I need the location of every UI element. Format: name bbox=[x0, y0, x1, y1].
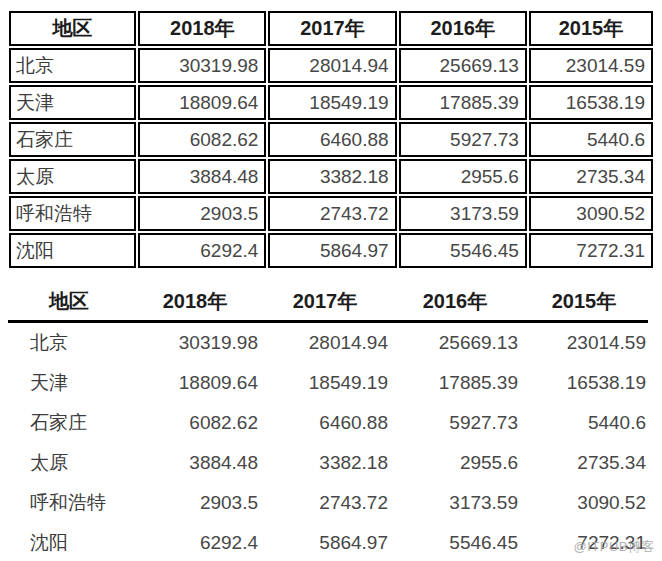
column-header-2016: 2016年 bbox=[390, 283, 520, 322]
value-cell: 6082.62 bbox=[130, 403, 260, 443]
region-cell: 北京 bbox=[9, 48, 136, 83]
value-cell: 5546.45 bbox=[390, 523, 520, 561]
region-cell: 石家庄 bbox=[8, 403, 130, 443]
page: 地区 2018年 2017年 2016年 2015年 北京 30319.98 2… bbox=[0, 0, 662, 561]
column-header-2015: 2015年 bbox=[520, 283, 648, 322]
value-cell: 3090.52 bbox=[529, 196, 653, 231]
table-row: 天津 18809.64 18549.19 17885.39 16538.19 bbox=[8, 363, 648, 403]
value-cell: 3884.48 bbox=[130, 443, 260, 483]
value-cell: 18549.19 bbox=[268, 85, 396, 120]
value-cell: 2955.6 bbox=[399, 159, 527, 194]
value-cell: 3884.48 bbox=[138, 159, 266, 194]
region-cell: 天津 bbox=[9, 85, 136, 120]
region-cell: 北京 bbox=[8, 322, 130, 364]
column-header-2016: 2016年 bbox=[399, 11, 527, 46]
region-cell: 太原 bbox=[8, 443, 130, 483]
region-cell: 沈阳 bbox=[9, 233, 136, 268]
value-cell: 2743.72 bbox=[268, 196, 396, 231]
table-row: 北京 30319.98 28014.94 25669.13 23014.59 bbox=[8, 322, 648, 364]
value-cell: 3382.18 bbox=[268, 159, 396, 194]
region-cell: 呼和浩特 bbox=[9, 196, 136, 231]
value-cell: 18809.64 bbox=[138, 85, 266, 120]
value-cell: 3173.59 bbox=[399, 196, 527, 231]
region-cell: 天津 bbox=[8, 363, 130, 403]
column-header-2017: 2017年 bbox=[260, 283, 390, 322]
value-cell: 2735.34 bbox=[520, 443, 648, 483]
region-cell: 沈阳 bbox=[8, 523, 130, 561]
value-cell: 18549.19 bbox=[260, 363, 390, 403]
plain-data-table: 地区 2018年 2017年 2016年 2015年 北京 30319.98 2… bbox=[8, 283, 648, 561]
value-cell: 2903.5 bbox=[130, 483, 260, 523]
value-cell: 3173.59 bbox=[390, 483, 520, 523]
region-cell: 呼和浩特 bbox=[8, 483, 130, 523]
region-cell: 太原 bbox=[9, 159, 136, 194]
value-cell: 23014.59 bbox=[529, 48, 653, 83]
table-header-row: 地区 2018年 2017年 2016年 2015年 bbox=[9, 11, 653, 46]
column-header-region: 地区 bbox=[9, 11, 136, 46]
table-row: 沈阳 6292.4 5864.97 5546.45 7272.31 bbox=[8, 523, 648, 561]
table-row: 天津 18809.64 18549.19 17885.39 16538.19 bbox=[9, 85, 653, 120]
value-cell: 6292.4 bbox=[130, 523, 260, 561]
value-cell: 5440.6 bbox=[520, 403, 648, 443]
column-header-2018: 2018年 bbox=[138, 11, 266, 46]
bordered-data-table: 地区 2018年 2017年 2016年 2015年 北京 30319.98 2… bbox=[7, 9, 655, 270]
table-row: 石家庄 6082.62 6460.88 5927.73 5440.6 bbox=[9, 122, 653, 157]
table-row: 北京 30319.98 28014.94 25669.13 23014.59 bbox=[9, 48, 653, 83]
value-cell: 25669.13 bbox=[390, 322, 520, 364]
value-cell: 17885.39 bbox=[390, 363, 520, 403]
table-row: 石家庄 6082.62 6460.88 5927.73 5440.6 bbox=[8, 403, 648, 443]
value-cell: 16538.19 bbox=[520, 363, 648, 403]
value-cell: 23014.59 bbox=[520, 322, 648, 364]
region-cell: 石家庄 bbox=[9, 122, 136, 157]
value-cell: 17885.39 bbox=[399, 85, 527, 120]
column-header-2017: 2017年 bbox=[268, 11, 396, 46]
value-cell: 28014.94 bbox=[260, 322, 390, 364]
value-cell: 28014.94 bbox=[268, 48, 396, 83]
value-cell: 6292.4 bbox=[138, 233, 266, 268]
value-cell: 5440.6 bbox=[529, 122, 653, 157]
value-cell: 7272.31 bbox=[529, 233, 653, 268]
watermark: @ITPUB博客 bbox=[574, 538, 655, 556]
value-cell: 2903.5 bbox=[138, 196, 266, 231]
value-cell: 25669.13 bbox=[399, 48, 527, 83]
value-cell: 5546.45 bbox=[399, 233, 527, 268]
value-cell: 18809.64 bbox=[130, 363, 260, 403]
value-cell: 2743.72 bbox=[260, 483, 390, 523]
value-cell: 30319.98 bbox=[138, 48, 266, 83]
value-cell: 2955.6 bbox=[390, 443, 520, 483]
value-cell: 16538.19 bbox=[529, 85, 653, 120]
table-row: 呼和浩特 2903.5 2743.72 3173.59 3090.52 bbox=[8, 483, 648, 523]
value-cell: 3090.52 bbox=[520, 483, 648, 523]
value-cell: 3382.18 bbox=[260, 443, 390, 483]
table-header-row: 地区 2018年 2017年 2016年 2015年 bbox=[8, 283, 648, 322]
value-cell: 30319.98 bbox=[130, 322, 260, 364]
value-cell: 5927.73 bbox=[390, 403, 520, 443]
column-header-2018: 2018年 bbox=[130, 283, 260, 322]
table-row: 太原 3884.48 3382.18 2955.6 2735.34 bbox=[9, 159, 653, 194]
table-row: 沈阳 6292.4 5864.97 5546.45 7272.31 bbox=[9, 233, 653, 268]
value-cell: 6460.88 bbox=[268, 122, 396, 157]
table-row: 呼和浩特 2903.5 2743.72 3173.59 3090.52 bbox=[9, 196, 653, 231]
column-header-2015: 2015年 bbox=[529, 11, 653, 46]
value-cell: 5927.73 bbox=[399, 122, 527, 157]
column-header-region: 地区 bbox=[8, 283, 130, 322]
value-cell: 6082.62 bbox=[138, 122, 266, 157]
table-row: 太原 3884.48 3382.18 2955.6 2735.34 bbox=[8, 443, 648, 483]
value-cell: 5864.97 bbox=[260, 523, 390, 561]
value-cell: 2735.34 bbox=[529, 159, 653, 194]
value-cell: 5864.97 bbox=[268, 233, 396, 268]
value-cell: 6460.88 bbox=[260, 403, 390, 443]
